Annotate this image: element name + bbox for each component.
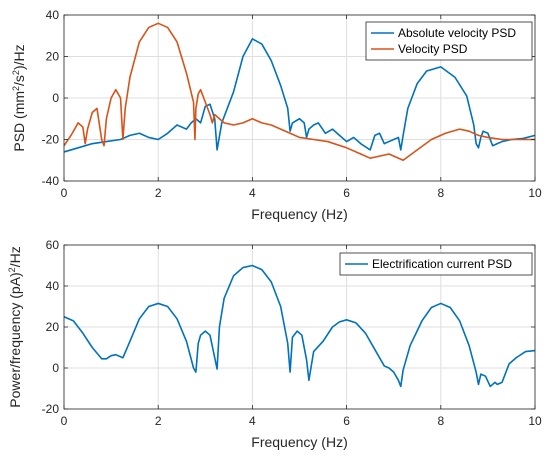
y-tick-label: -20 <box>42 402 60 416</box>
legend-box <box>339 252 533 276</box>
legend-label: Velocity PSD <box>398 42 468 56</box>
legend-label: Electrification current PSD <box>372 257 512 271</box>
y-axis-label-part: PSD (mm <box>11 91 27 152</box>
series-line-velocity-psd <box>63 22 535 162</box>
x-tick-label: 6 <box>343 186 350 200</box>
x-tick-label: 0 <box>61 414 68 428</box>
y-axis-label: Power/frequency (pA)2/Hz <box>7 246 23 407</box>
y-tick-label: -40 <box>42 174 60 188</box>
x-tick-label: 8 <box>437 414 444 428</box>
x-tick-label: 2 <box>155 414 162 428</box>
x-axis-label: Frequency (Hz) <box>251 434 347 450</box>
y-tick-label: 60 <box>46 238 60 252</box>
series-line-absolute-velocity-psd <box>63 38 536 153</box>
x-tick-label: 4 <box>249 414 256 428</box>
y-axis-label-part: )/Hz <box>11 44 27 70</box>
legend: Electrification current PSD <box>339 252 533 276</box>
y-axis-label-superscript: 2 <box>11 70 21 75</box>
y-tick-label: -20 <box>42 133 60 147</box>
x-axis-label: Frequency (Hz) <box>251 206 347 222</box>
legend-box <box>365 21 533 61</box>
y-axis-label: PSD (mm2/s2)/Hz <box>11 44 27 151</box>
x-tick-label: 4 <box>249 186 256 200</box>
y-tick-label: 40 <box>46 8 60 22</box>
y-axis-label-part: /s <box>11 75 27 86</box>
x-tick-label: 0 <box>61 186 68 200</box>
y-tick-label: 20 <box>46 320 60 334</box>
y-axis-label-superscript: 2 <box>7 267 17 272</box>
y-tick-label: 0 <box>52 361 59 375</box>
y-tick-label: 0 <box>52 91 59 105</box>
y-tick-label: 40 <box>46 279 60 293</box>
y-axis-label-superscript: 2 <box>11 86 21 91</box>
y-axis-label-part: /Hz <box>7 246 23 267</box>
series-line-electrification-current-psd <box>63 264 536 388</box>
x-tick-label: 6 <box>343 414 350 428</box>
y-axis-label-part: Power/frequency (pA) <box>7 272 23 407</box>
x-tick-label: 2 <box>155 186 162 200</box>
x-tick-label: 8 <box>437 186 444 200</box>
legend: Absolute velocity PSD Velocity PSD <box>365 21 533 61</box>
y-tick-label: 20 <box>46 50 60 64</box>
x-tick-label: 10 <box>528 414 542 428</box>
legend-label: Absolute velocity PSD <box>398 26 516 40</box>
x-tick-label: 10 <box>528 186 542 200</box>
